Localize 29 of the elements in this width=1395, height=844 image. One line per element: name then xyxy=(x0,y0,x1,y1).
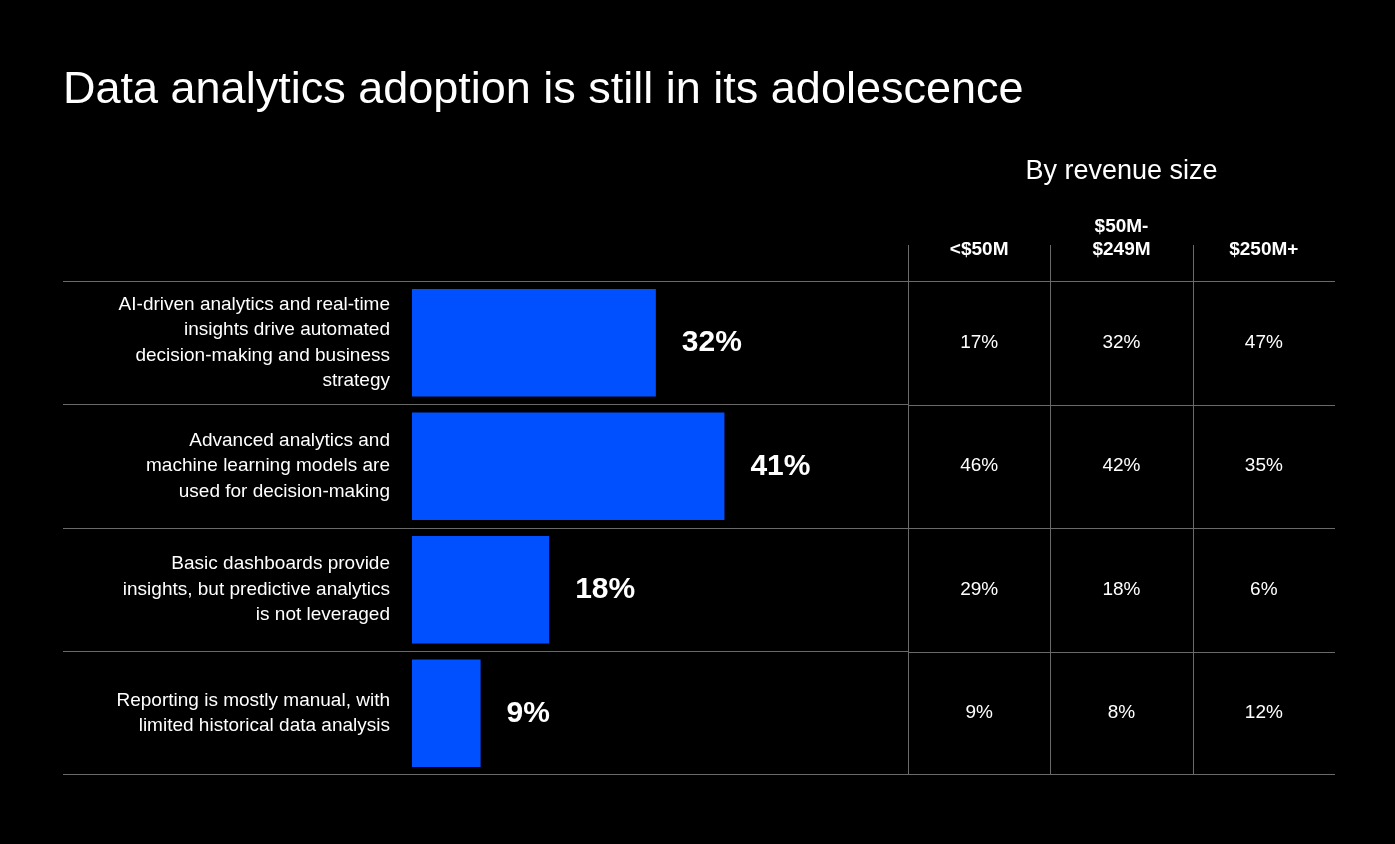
bar xyxy=(412,536,550,644)
data-label: 8% xyxy=(1107,701,1136,723)
x-tick-label: <$50M xyxy=(949,237,1009,259)
y-tick-label: AI-driven analytics and real-time insights drive automated decision-making and business strategy xyxy=(118,292,391,391)
data-label: 6% xyxy=(1250,577,1278,599)
data-label: 18% xyxy=(575,571,636,605)
bar xyxy=(412,659,481,767)
data-label: 35% xyxy=(1244,454,1283,476)
chart-title: Data analytics adoption is still in its adolescence xyxy=(63,62,1024,114)
y-tick-label: Advanced analytics and machine learning models are used for decision-making xyxy=(146,428,390,501)
data-label: 32% xyxy=(681,324,742,358)
data-label: 29% xyxy=(960,577,999,599)
y-tick-label: Basic dashboards provide insights, but predictive analytics is not leveraged xyxy=(122,552,390,625)
x-tick-label: $250M+ xyxy=(1229,237,1299,259)
data-label: 47% xyxy=(1244,330,1283,352)
data-label: 9% xyxy=(506,694,550,728)
bar xyxy=(412,289,656,397)
data-label: 32% xyxy=(1102,330,1141,352)
data-label: 18% xyxy=(1102,577,1141,599)
data-label: 41% xyxy=(750,447,811,481)
x-tick-label: $50M-$249M xyxy=(1092,215,1151,259)
data-label: 46% xyxy=(960,454,999,476)
y-tick-label: Reporting is mostly manual, with limited historical data analysis xyxy=(116,688,390,736)
data-label: 9% xyxy=(965,701,993,723)
data-label: 12% xyxy=(1244,701,1283,723)
data-label: 42% xyxy=(1102,454,1141,476)
chart-title: By revenue size xyxy=(1024,155,1219,186)
bar xyxy=(412,412,725,520)
data-label: 17% xyxy=(960,330,999,352)
